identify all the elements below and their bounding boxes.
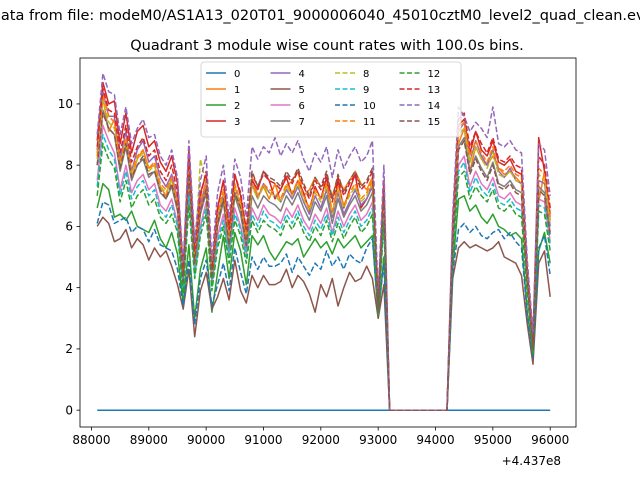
legend-label-1: 1 xyxy=(234,85,240,96)
series-line-5 xyxy=(96,216,551,411)
legend-label-8: 8 xyxy=(363,69,369,80)
series-layer xyxy=(96,72,551,411)
y-tick-label: 6 xyxy=(65,220,73,234)
legend-label-10: 10 xyxy=(363,101,376,112)
legend-label-14: 14 xyxy=(428,101,441,112)
y-tick-label: 2 xyxy=(65,342,73,356)
x-tick-label: 89000 xyxy=(130,433,168,447)
legend-label-7: 7 xyxy=(299,117,305,128)
legend-label-6: 6 xyxy=(299,101,305,112)
x-tick-label: 96000 xyxy=(531,433,569,447)
y-tick-label: 4 xyxy=(65,281,73,295)
series-line-2 xyxy=(96,182,551,411)
x-tick-label: 90000 xyxy=(187,433,225,447)
legend-label-5: 5 xyxy=(299,85,305,96)
series-line-6 xyxy=(96,124,551,411)
legend-label-15: 15 xyxy=(428,117,441,128)
y-tick-label: 8 xyxy=(65,158,73,172)
x-tick-label: 95000 xyxy=(474,433,512,447)
y-tick-label: 10 xyxy=(58,97,73,111)
legend-label-2: 2 xyxy=(234,101,240,112)
series-line-8 xyxy=(96,100,551,411)
series-line-7 xyxy=(96,109,551,411)
series-line-15 xyxy=(96,112,551,411)
series-line-11 xyxy=(96,93,551,411)
plot-frame xyxy=(79,57,577,428)
legend-box xyxy=(200,61,462,138)
legend-label-4: 4 xyxy=(299,69,305,80)
series-line-10 xyxy=(96,201,551,411)
series-line-9 xyxy=(96,133,551,411)
chart-title: Quadrant 3 module wise count rates with … xyxy=(130,38,524,54)
x-tick-label: 93000 xyxy=(359,433,397,447)
x-tick-label: 91000 xyxy=(244,433,282,447)
legend-label-13: 13 xyxy=(428,85,441,96)
y-tick-label: 0 xyxy=(65,403,73,417)
x-tick-label: 88000 xyxy=(72,433,110,447)
legend-label-9: 9 xyxy=(363,85,369,96)
x-tick-label: 94000 xyxy=(416,433,454,447)
x-offset-label: +4.437e8 xyxy=(502,454,561,468)
figure-suptitle: Data from file: modeM0/AS1A13_020T01_900… xyxy=(0,8,640,24)
series-line-14 xyxy=(96,72,551,411)
x-tick-label: 92000 xyxy=(302,433,340,447)
series-line-12 xyxy=(96,142,551,411)
legend-label-11: 11 xyxy=(363,117,376,128)
axes-layer: 88000 89000 90000 91000 92000 93000 94000 95000… xyxy=(58,57,577,447)
legend-label-3: 3 xyxy=(234,117,240,128)
legend-label-0: 0 xyxy=(234,69,240,80)
series-line-13 xyxy=(96,87,551,411)
legend-label-12: 12 xyxy=(428,69,441,80)
